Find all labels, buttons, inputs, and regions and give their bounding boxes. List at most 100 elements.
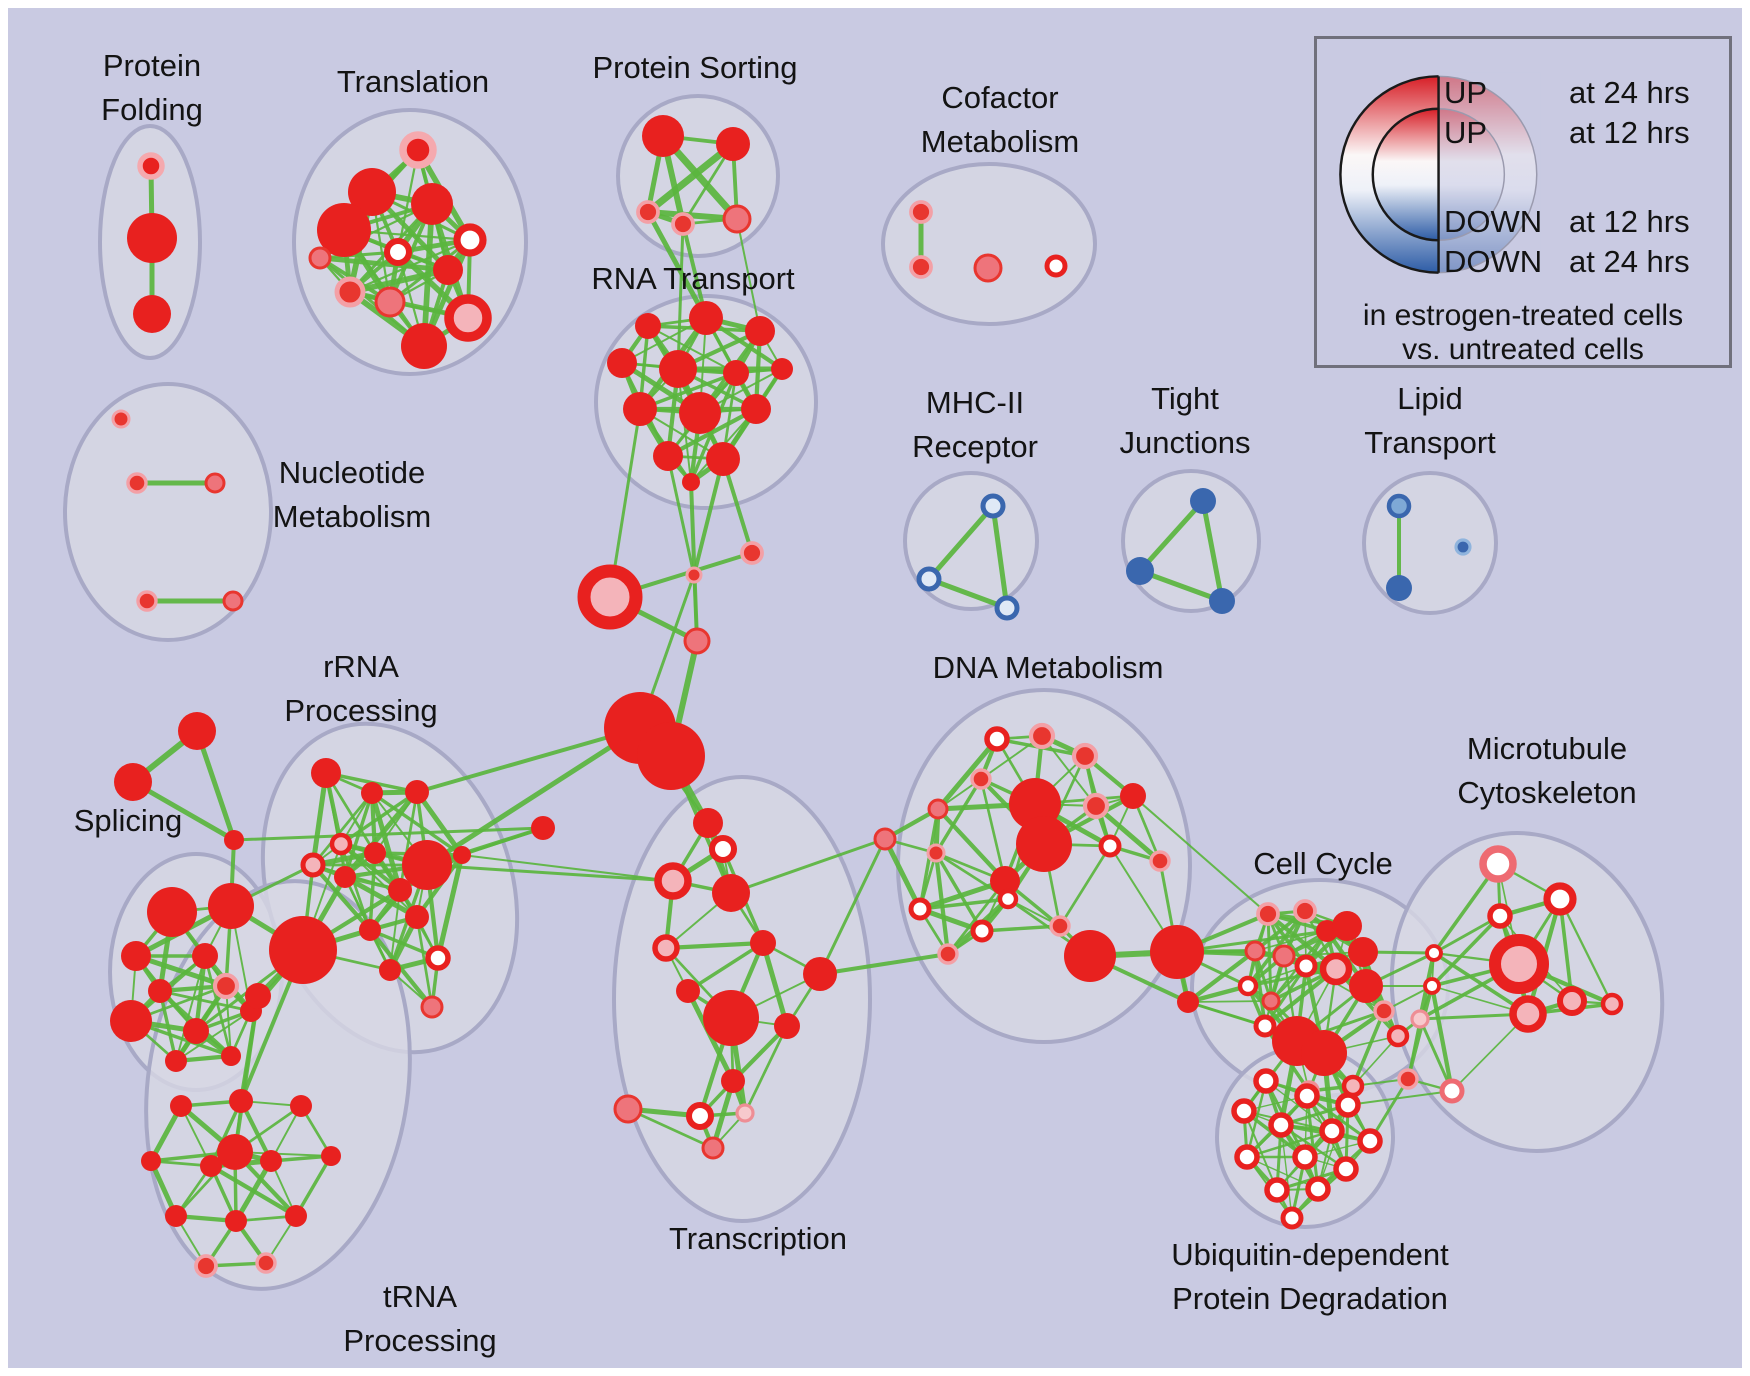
network-edge (926, 576, 1010, 611)
node-dna-metabolism-16 (937, 943, 959, 965)
node-microtubule-9 (1600, 992, 1624, 1016)
node-cofactor-metabolism-0 (909, 200, 933, 224)
network-edge (644, 208, 741, 223)
network-edge (665, 406, 759, 459)
node-transcription-14 (701, 1136, 725, 1160)
node-dna-metabolism-15 (970, 919, 994, 943)
node-connectors-7 (178, 712, 216, 750)
node-trna-processing-11 (285, 1205, 307, 1227)
node-transcription-5 (750, 930, 776, 956)
label-line: Transport (1364, 425, 1496, 460)
network-edge (676, 222, 685, 371)
cluster-label-rna-transport: RNA Transport (591, 257, 794, 301)
network-edge (368, 851, 377, 932)
node-translation-7 (334, 276, 366, 308)
node-protein-sorting-4 (722, 204, 752, 234)
network-edge (374, 791, 418, 854)
cluster-label-mhc-receptor: MHC-II Receptor (912, 381, 1038, 469)
label-line: Ubiquitin-dependent (1171, 1237, 1449, 1272)
network-edge (388, 238, 472, 304)
node-mhc-receptor-0 (980, 493, 1006, 519)
node-mhc-receptor-1 (916, 566, 942, 592)
node-cell-cycle-14 (1253, 1014, 1277, 1038)
node-protein-sorting-1 (716, 127, 750, 161)
cluster-label-microtubule: Microtubule Cytoskeleton (1457, 727, 1636, 815)
network-edge (1243, 1110, 1278, 1191)
label-line: Splicing (73, 803, 183, 838)
node-trna-processing-1 (217, 1134, 253, 1170)
network-edge (342, 874, 420, 920)
node-connectors-6 (531, 816, 555, 840)
network-edge (1351, 1009, 1386, 1088)
node-translation-1 (348, 168, 396, 216)
label-line: Cofactor (941, 80, 1059, 115)
network-edge (1305, 1094, 1320, 1191)
node-translation-0 (399, 131, 437, 169)
network-edge (1137, 498, 1206, 574)
node-cell-cycle-16 (1301, 1030, 1347, 1076)
node-rrna-processing-12 (425, 945, 451, 971)
node-cell-cycle-3 (1293, 899, 1317, 923)
node-trna-processing-8 (321, 1146, 341, 1166)
network-edge (460, 826, 545, 857)
node-transcription-0 (693, 808, 723, 838)
node-protein-folding-2 (133, 295, 171, 333)
node-translation-11 (308, 246, 332, 270)
network-edge (935, 806, 1008, 884)
network-edge (647, 325, 737, 374)
node-dna-metabolism-9 (1120, 783, 1146, 809)
node-protein-sorting-3 (671, 212, 695, 236)
label-line: Protein Degradation (1172, 1281, 1448, 1316)
label-line: rRNA (323, 649, 399, 684)
node-transcription-7 (676, 979, 700, 1003)
node-rrna-processing-6 (364, 842, 386, 864)
node-dna-metabolism-12 (1098, 834, 1122, 858)
node-dna-metabolism-5 (873, 827, 897, 851)
network-edge (1187, 1000, 1272, 1003)
node-transcription-11 (613, 1094, 643, 1124)
network-edge (425, 863, 675, 883)
node-rrna-processing-11 (379, 959, 401, 981)
cluster-label-cell-cycle: Cell Cycle (1253, 842, 1393, 886)
node-rna-transport-3 (607, 348, 637, 378)
network-edge (990, 503, 1010, 611)
network-edge (1430, 914, 1502, 988)
node-cell-cycle-18 (1386, 1024, 1410, 1048)
node-transcription-9 (774, 1013, 800, 1039)
cluster-label-trna-processing: tRNA Processing (343, 1275, 496, 1363)
node-dna-metabolism-4 (927, 798, 949, 820)
cluster-label-splicing: Splicing (74, 799, 183, 843)
network-edge (324, 771, 377, 855)
node-tight-junctions-0 (1190, 488, 1216, 514)
network-edge (686, 941, 765, 993)
legend-row-direction: DOWN (1444, 204, 1543, 239)
node-cofactor-metabolism-3 (1044, 254, 1068, 278)
network-edge (310, 770, 329, 868)
network-edge (424, 725, 643, 868)
node-cell-cycle-17 (1373, 1000, 1395, 1022)
node-trna-processing-6 (200, 1155, 222, 1177)
node-rrna-processing-10 (359, 919, 381, 941)
node-cell-cycle-9 (1294, 954, 1318, 978)
network-edge (435, 852, 465, 961)
network-edge (1200, 498, 1225, 604)
node-dna-metabolism-11 (926, 843, 946, 863)
node-rrna-processing-4 (300, 852, 326, 878)
network-edge (666, 454, 696, 577)
node-dna-metabolism-3 (970, 768, 992, 790)
node-connectors-2 (685, 566, 703, 584)
node-rrna-processing-15 (453, 846, 471, 864)
cluster-ellipse-cofactor-metabolism (881, 162, 1097, 326)
node-rrna-processing-7 (388, 878, 412, 902)
network-edge (1418, 1017, 1454, 1093)
node-cell-cycle-13 (1261, 991, 1281, 1011)
network-edge (736, 218, 761, 332)
label-line: Junctions (1119, 425, 1251, 460)
label-line: Translation (336, 64, 490, 99)
network-edge (317, 255, 451, 273)
node-dna-metabolism-13 (1149, 850, 1171, 872)
node-rna-transport-2 (745, 316, 775, 346)
label-line: tRNA (382, 1279, 458, 1314)
legend-row-time: at 24 hrs (1569, 244, 1690, 279)
